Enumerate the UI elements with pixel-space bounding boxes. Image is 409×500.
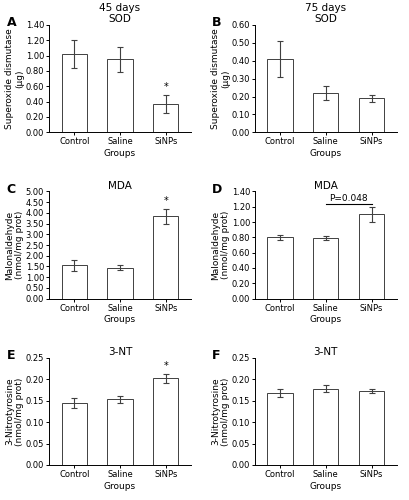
Text: D: D [212,183,222,196]
Title: 45 days
SOD: 45 days SOD [99,2,141,24]
X-axis label: Groups: Groups [310,149,342,158]
Text: *: * [164,82,168,92]
Bar [153,216,178,298]
X-axis label: Groups: Groups [310,482,342,490]
Bar [108,268,133,298]
Text: E: E [7,349,15,362]
Bar [108,400,133,465]
Title: 3-NT: 3-NT [314,347,338,357]
X-axis label: Groups: Groups [310,316,342,324]
Text: *: * [164,362,168,372]
Bar [359,98,384,132]
Title: 3-NT: 3-NT [108,347,132,357]
Bar [267,59,292,132]
Bar [267,393,292,465]
Bar [153,104,178,132]
Bar [62,403,87,465]
Y-axis label: 3-Nitrotyrosine
(nmol/mg prot): 3-Nitrotyrosine (nmol/mg prot) [211,377,230,446]
Title: 75 days
SOD: 75 days SOD [305,2,346,24]
Y-axis label: Malonaldehyde
(nmol/mg prot): Malonaldehyde (nmol/mg prot) [5,210,24,280]
Bar [267,238,292,298]
X-axis label: Groups: Groups [104,316,136,324]
Bar [153,378,178,465]
Bar [313,388,338,465]
Text: P=0.048: P=0.048 [329,194,368,203]
Y-axis label: Superoxide dismutase
(μg): Superoxide dismutase (μg) [211,28,230,129]
Text: A: A [7,16,16,30]
Title: MDA: MDA [108,180,132,190]
Title: MDA: MDA [314,180,338,190]
Bar [108,60,133,132]
Text: *: * [164,196,168,206]
Bar [359,214,384,298]
Y-axis label: Malonaldehyde
(nmol/mg prot): Malonaldehyde (nmol/mg prot) [211,210,230,280]
Y-axis label: 3-Nitrotyrosine
(nmol/mg prot): 3-Nitrotyrosine (nmol/mg prot) [5,377,25,446]
Bar [313,238,338,298]
Bar [62,54,87,132]
X-axis label: Groups: Groups [104,149,136,158]
Text: B: B [212,16,222,30]
Y-axis label: Superoxide dismutase
(μg): Superoxide dismutase (μg) [5,28,24,129]
Bar [62,266,87,298]
Bar [359,390,384,465]
X-axis label: Groups: Groups [104,482,136,490]
Text: F: F [212,349,221,362]
Text: C: C [7,183,16,196]
Bar [313,93,338,132]
